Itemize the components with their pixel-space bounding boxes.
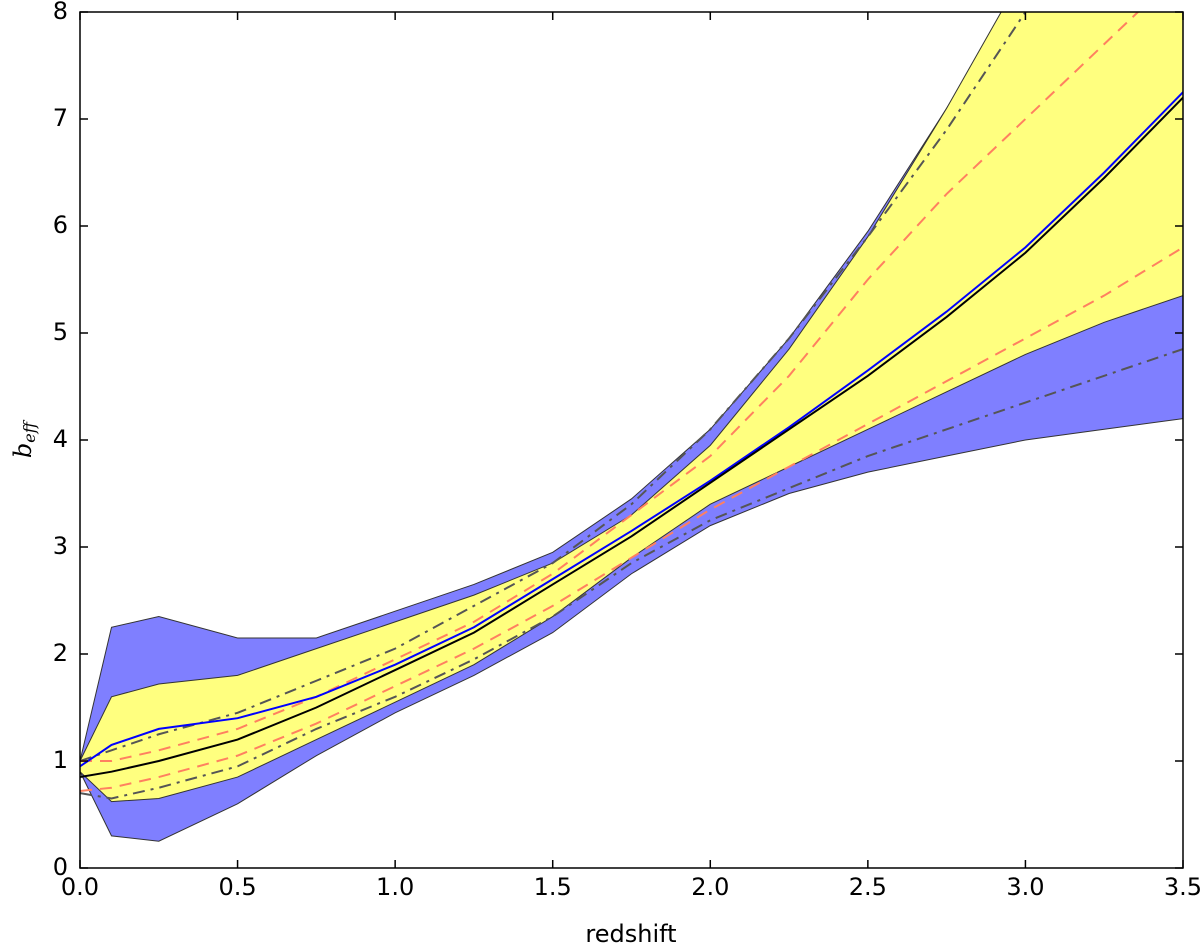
y-tick-label: 4 <box>53 425 68 453</box>
band-edge <box>80 418 1183 842</box>
series-line <box>80 348 1183 800</box>
y-tick-label: 3 <box>53 532 68 560</box>
x-tick-label: 2.5 <box>849 873 887 901</box>
x-tick-label: 0.5 <box>218 873 256 901</box>
series-line <box>80 91 1183 768</box>
plot-area <box>80 12 1183 842</box>
band-edge <box>80 295 1183 803</box>
series-line <box>80 12 1140 762</box>
x-tick-label: 1.0 <box>376 873 414 901</box>
band-edge <box>80 12 1002 762</box>
x-tick-label: 3.0 <box>1006 873 1044 901</box>
y-tick-label: 2 <box>53 639 68 667</box>
y-tick-label: 1 <box>53 746 68 774</box>
series-line <box>80 96 1183 779</box>
x-tick-label: 2.0 <box>691 873 729 901</box>
y-axis-label-sub: eff <box>20 419 39 442</box>
x-axis-label: redshift <box>585 920 676 947</box>
y-tick-label: 6 <box>53 211 68 239</box>
y-tick-label: 7 <box>53 104 68 132</box>
y-tick-label: 8 <box>53 0 68 25</box>
y-tick-label: 0 <box>53 853 68 881</box>
x-tick-label: 1.5 <box>534 873 572 901</box>
y-axis-label-main: b <box>9 443 37 458</box>
series-line <box>80 246 1183 792</box>
axes: 0.0 0.5 1.0 1.5 2.0 2.5 3.0 3.5 0 1 2 3 4 5 6 7 8 <box>53 0 1200 901</box>
x-tick-label: 3.5 <box>1164 873 1200 901</box>
band <box>80 12 1183 802</box>
y-tick-label: 5 <box>53 318 68 346</box>
x-tick-label: 0.0 <box>61 873 99 901</box>
y-axis-label: beff <box>9 419 39 458</box>
